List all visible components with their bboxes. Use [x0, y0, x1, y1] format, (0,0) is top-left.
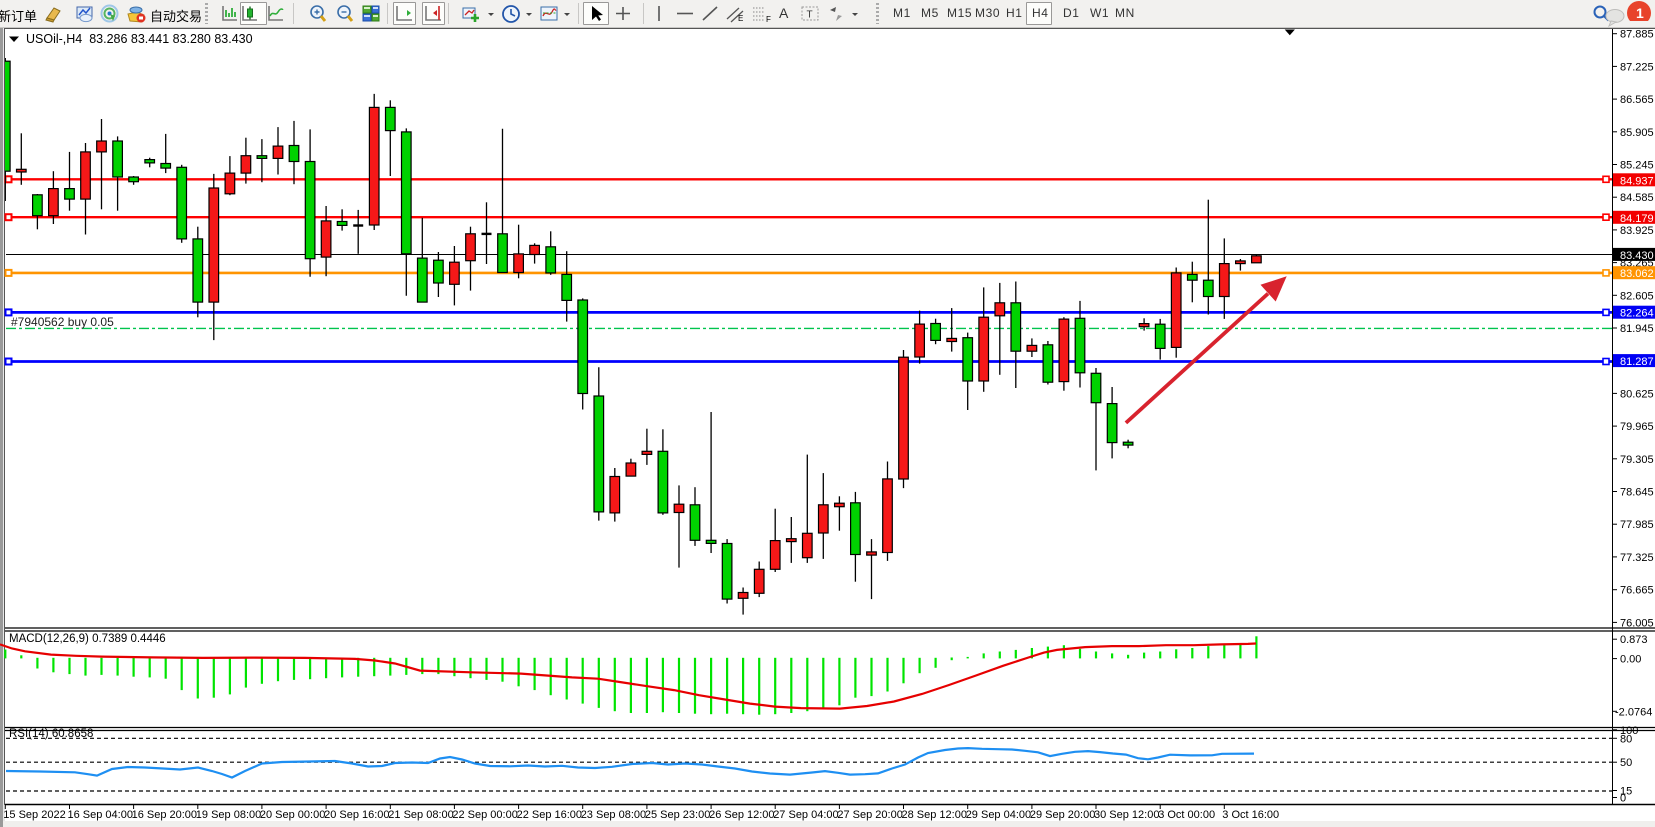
svg-text:84.585: 84.585 — [1620, 192, 1654, 204]
svg-text:1: 1 — [1636, 5, 1644, 21]
svg-text:77.325: 77.325 — [1620, 552, 1654, 564]
svg-text:15 Sep 2022: 15 Sep 2022 — [3, 809, 65, 821]
svg-text:50: 50 — [1620, 757, 1632, 769]
svg-text:100: 100 — [1620, 725, 1638, 737]
svg-text:77.985: 77.985 — [1620, 519, 1654, 531]
svg-text:#7940562 buy 0.05: #7940562 buy 0.05 — [11, 315, 114, 329]
svg-text:84.179: 84.179 — [1620, 213, 1654, 225]
svg-text:87.885: 87.885 — [1620, 29, 1654, 41]
svg-text:MACD(12,26,9) 0.7389 0.4446: MACD(12,26,9) 0.7389 0.4446 — [9, 633, 166, 645]
svg-text:F: F — [766, 15, 771, 24]
svg-text:83.062: 83.062 — [1620, 268, 1654, 280]
svg-text:27 Sep 20:00: 27 Sep 20:00 — [837, 809, 902, 821]
svg-text:79.305: 79.305 — [1620, 454, 1654, 466]
svg-text:RSI(14) 60.8658: RSI(14) 60.8658 — [9, 728, 93, 740]
svg-text:0.00: 0.00 — [1620, 654, 1641, 666]
svg-text:81.287: 81.287 — [1620, 356, 1654, 368]
svg-text:76.005: 76.005 — [1620, 617, 1654, 629]
svg-text:86.565: 86.565 — [1620, 94, 1654, 106]
svg-text:80: 80 — [1620, 733, 1632, 745]
svg-text:28 Sep 12:00: 28 Sep 12:00 — [902, 809, 967, 821]
svg-text:23 Sep 08:00: 23 Sep 08:00 — [581, 809, 646, 821]
svg-text:27 Sep 04:00: 27 Sep 04:00 — [773, 809, 838, 821]
svg-text:16 Sep 20:00: 16 Sep 20:00 — [132, 809, 197, 821]
svg-text:19 Sep 08:00: 19 Sep 08:00 — [196, 809, 261, 821]
svg-text:25 Sep 23:00: 25 Sep 23:00 — [645, 809, 710, 821]
svg-text:USOil-,H4 83.286 83.441 83.28: USOil-,H4 83.286 83.441 83.280 83.430 — [26, 32, 253, 46]
svg-text:0.873: 0.873 — [1620, 634, 1648, 646]
svg-text:83.430: 83.430 — [1620, 250, 1654, 262]
svg-text:21 Sep 08:00: 21 Sep 08:00 — [388, 809, 453, 821]
svg-text:26 Sep 12:00: 26 Sep 12:00 — [709, 809, 774, 821]
svg-text:-2.0764: -2.0764 — [1615, 706, 1652, 718]
svg-text:20 Sep 16:00: 20 Sep 16:00 — [324, 809, 389, 821]
svg-text:82.264: 82.264 — [1620, 308, 1654, 320]
svg-text:16 Sep 04:00: 16 Sep 04:00 — [68, 809, 133, 821]
svg-text:0: 0 — [1620, 793, 1626, 805]
svg-text:29 Sep 20:00: 29 Sep 20:00 — [1030, 809, 1095, 821]
svg-text:87.225: 87.225 — [1620, 61, 1654, 73]
svg-text:15: 15 — [1620, 786, 1632, 798]
svg-text:29 Sep 04:00: 29 Sep 04:00 — [966, 809, 1031, 821]
svg-text:85.905: 85.905 — [1620, 127, 1654, 139]
svg-text:22 Sep 00:00: 22 Sep 00:00 — [452, 809, 517, 821]
svg-text:81.945: 81.945 — [1620, 323, 1654, 335]
svg-text:30 Sep 12:00: 30 Sep 12:00 — [1094, 809, 1159, 821]
svg-text:84.937: 84.937 — [1620, 175, 1654, 187]
svg-text:20 Sep 00:00: 20 Sep 00:00 — [260, 809, 325, 821]
svg-text:T: T — [807, 10, 813, 21]
svg-text:22 Sep 16:00: 22 Sep 16:00 — [517, 809, 582, 821]
svg-text:83.925: 83.925 — [1620, 225, 1654, 237]
svg-text:3 Oct 00:00: 3 Oct 00:00 — [1158, 809, 1215, 821]
svg-text:78.645: 78.645 — [1620, 487, 1654, 499]
svg-text:82.605: 82.605 — [1620, 290, 1654, 302]
svg-text:E: E — [738, 14, 743, 23]
svg-text:79.965: 79.965 — [1620, 421, 1654, 433]
svg-text:80.625: 80.625 — [1620, 388, 1654, 400]
svg-text:3 Oct 16:00: 3 Oct 16:00 — [1222, 809, 1279, 821]
svg-text:76.665: 76.665 — [1620, 585, 1654, 597]
svg-text:85.245: 85.245 — [1620, 160, 1654, 172]
